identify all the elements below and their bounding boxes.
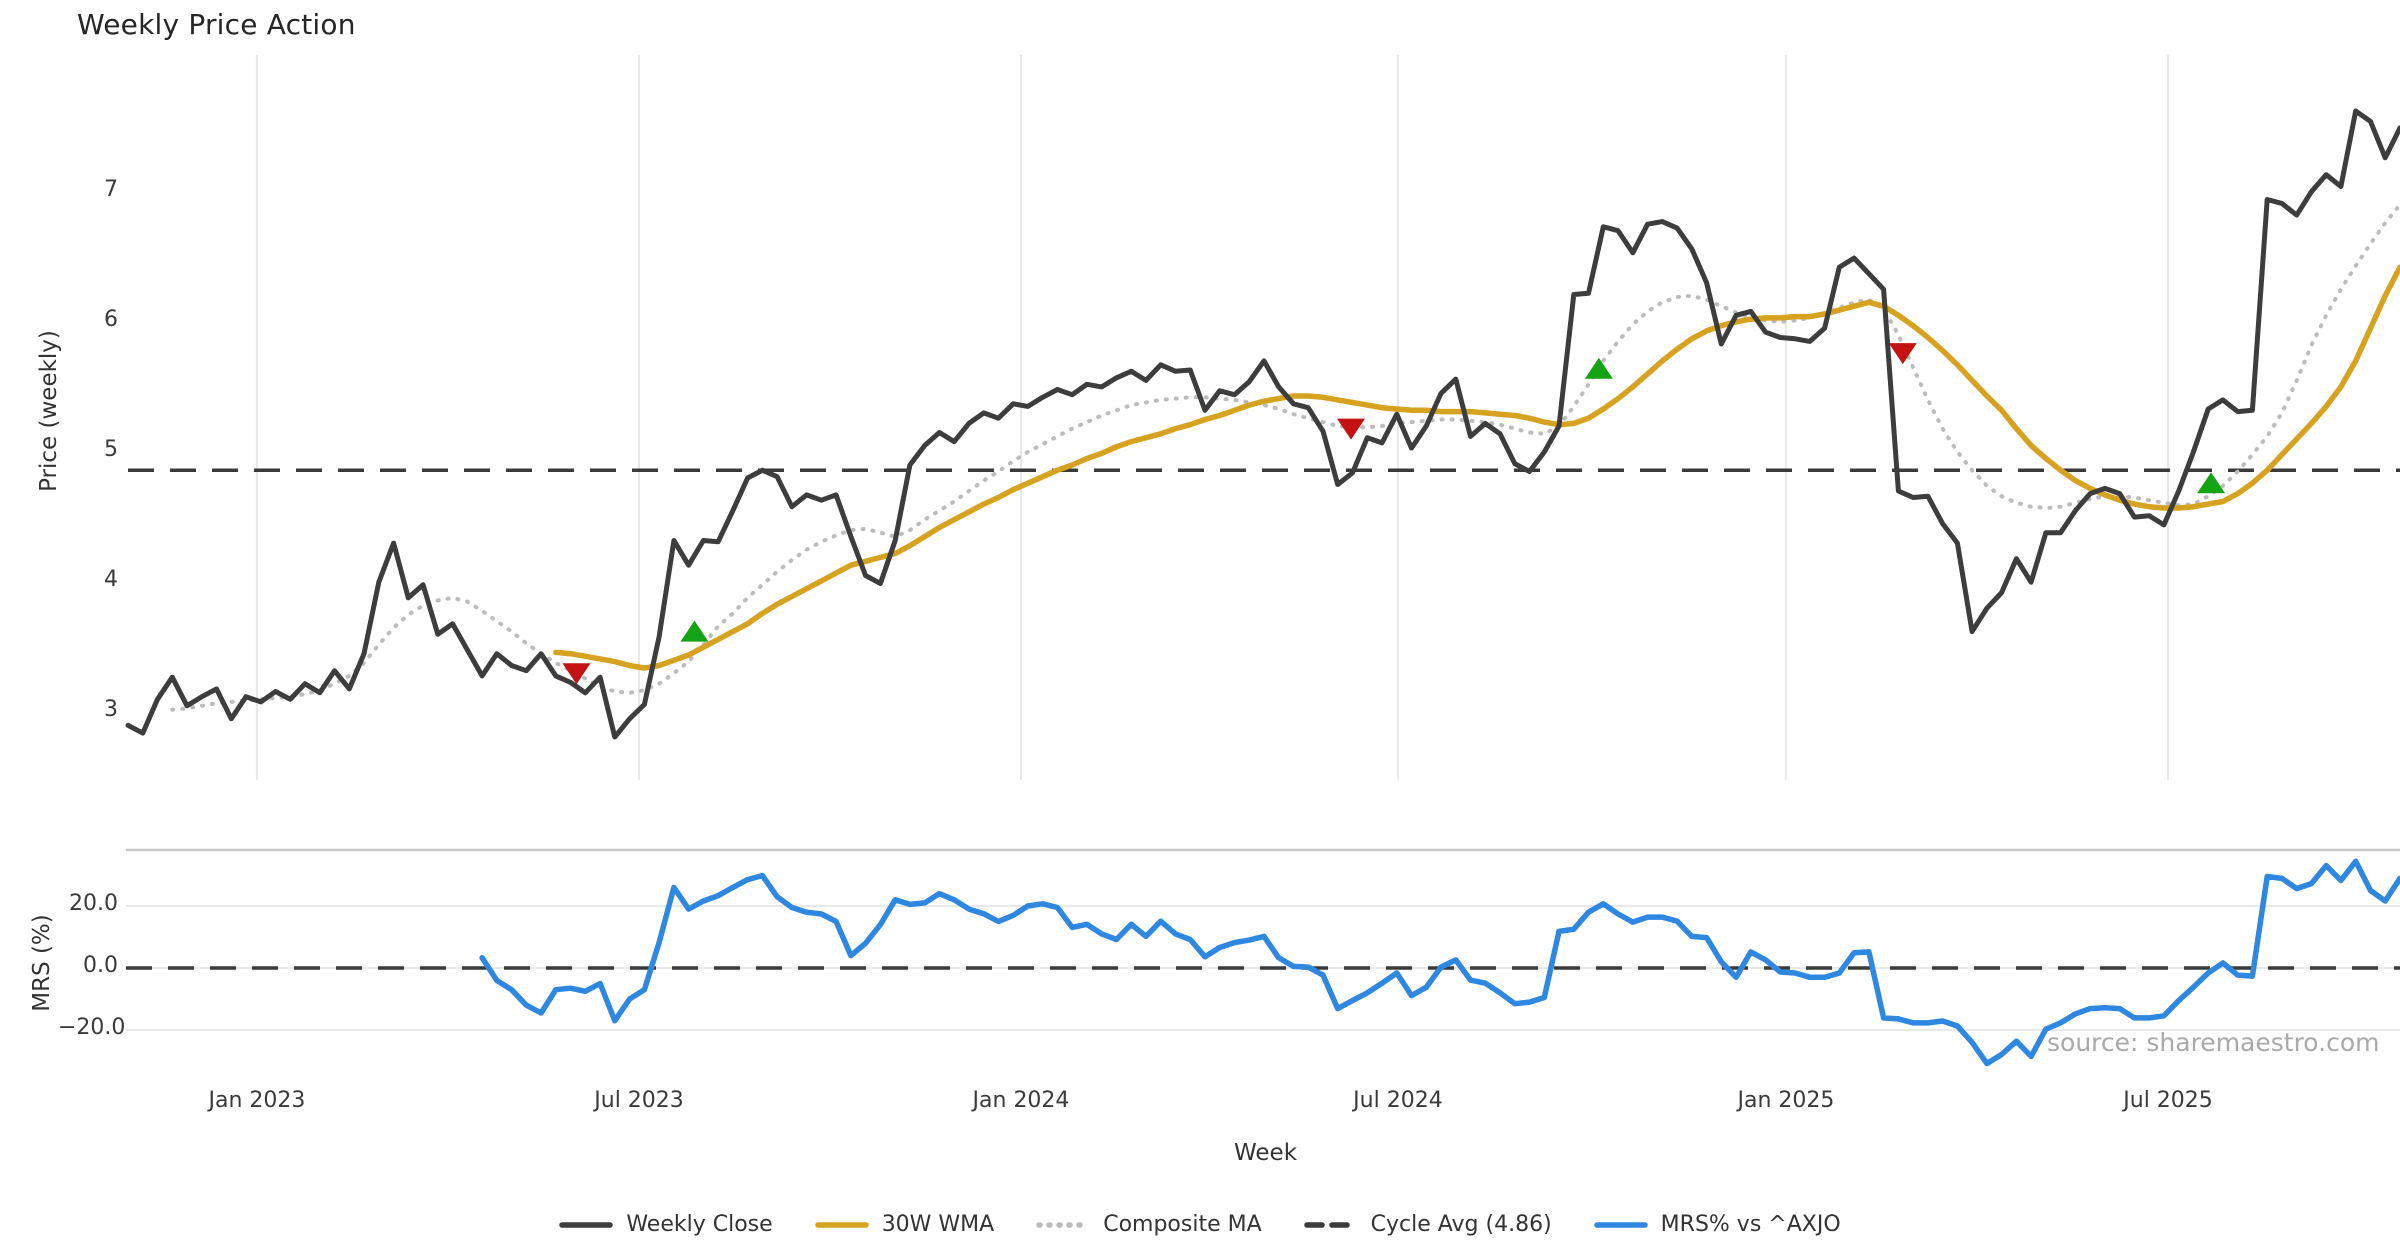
buy-signal-triangle-up xyxy=(1584,357,1613,379)
x-tick-label: Jan 2023 xyxy=(208,1088,306,1113)
x-tick-label: Jul 2024 xyxy=(1353,1088,1443,1113)
legend-item-label: 30W WMA xyxy=(881,1212,995,1237)
sell-signal-triangle-down xyxy=(1888,343,1917,365)
x-tick-label: Jul 2025 xyxy=(2123,1088,2213,1113)
sell-signal-triangle-down xyxy=(1337,418,1366,440)
mrs-tick-label: 0.0 xyxy=(83,952,118,978)
legend-item: Composite MA xyxy=(1036,1212,1262,1237)
price-tick-label: 7 xyxy=(104,176,118,202)
price-tick-label: 3 xyxy=(104,697,118,723)
legend-item-label: Cycle Avg (4.86) xyxy=(1370,1212,1552,1237)
wma-line xyxy=(553,264,2400,671)
legend-swatch-solid xyxy=(1593,1221,1648,1229)
mrs-tick-label: 20.0 xyxy=(69,890,118,916)
mrs-tick-label: −20.0 xyxy=(58,1015,126,1041)
legend-item: Weekly Close xyxy=(559,1212,773,1237)
chart-title: Weekly Price Action xyxy=(77,8,356,41)
legend-swatch-dashed xyxy=(1303,1221,1358,1229)
mrs-line xyxy=(479,858,2400,1067)
legend: Weekly Close 30W WMA Composite MA Cycle Avg… xyxy=(0,1212,2400,1237)
composite-ma-line xyxy=(170,202,2400,712)
legend-item: MRS% vs ^AXJO xyxy=(1593,1212,1841,1237)
legend-item-label: Composite MA xyxy=(1103,1212,1262,1237)
x-tick-label: Jan 2025 xyxy=(1737,1088,1835,1113)
x-tick-label: Jan 2024 xyxy=(972,1088,1070,1113)
legend-swatch-solid xyxy=(814,1221,869,1229)
x-tick-label: Jul 2023 xyxy=(594,1088,684,1113)
source-watermark: source: sharemaestro.com xyxy=(2047,1028,2380,1057)
legend-item-label: MRS% vs ^AXJO xyxy=(1660,1212,1841,1237)
buy-signal-triangle-up xyxy=(680,620,709,642)
price-tick-label: 5 xyxy=(104,436,118,462)
price-tick-label: 6 xyxy=(104,306,118,332)
legend-item: Cycle Avg (4.86) xyxy=(1303,1212,1552,1237)
price-axis-label: Price (weekly) xyxy=(36,330,62,492)
legend-swatch-dotted xyxy=(1036,1221,1090,1229)
weekly-close-line xyxy=(125,108,2400,740)
mrs-axis-label: MRS (%) xyxy=(29,914,55,1012)
buy-signal-triangle-up xyxy=(2197,472,2226,494)
price-tick-label: 4 xyxy=(104,567,118,593)
legend-swatch-solid xyxy=(559,1221,614,1229)
x-axis-label: Week xyxy=(1234,1140,1298,1166)
legend-item: 30W WMA xyxy=(814,1212,995,1237)
sell-signal-triangle-down xyxy=(562,663,591,685)
legend-item-label: Weekly Close xyxy=(626,1212,773,1237)
